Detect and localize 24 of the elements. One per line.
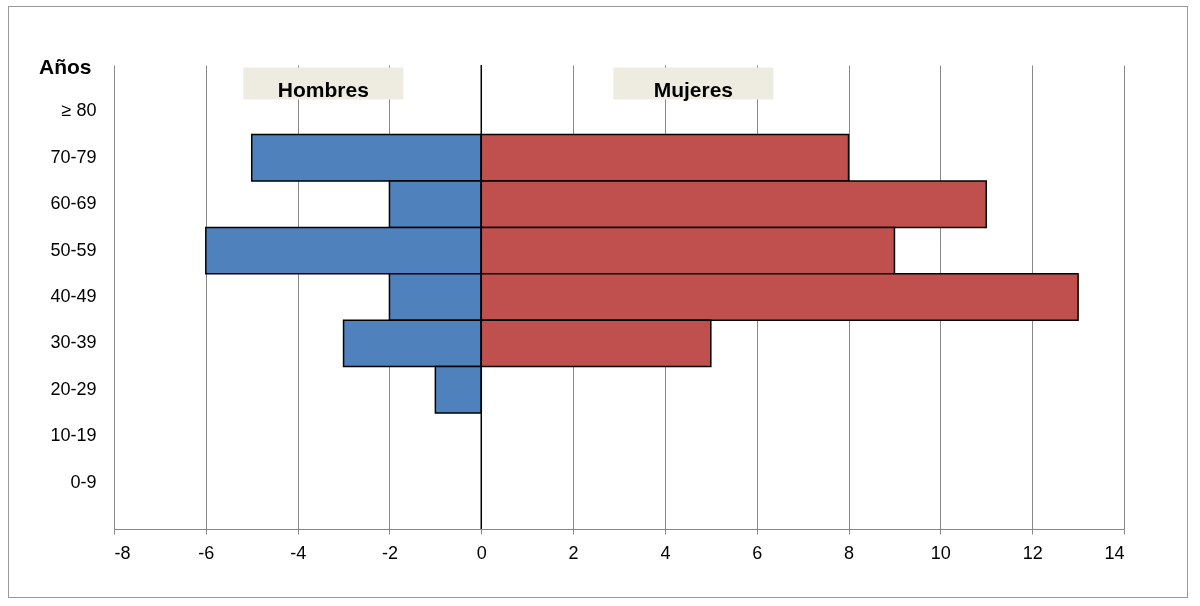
- x-tick-label: -8: [114, 542, 131, 563]
- x-tick-label: -6: [198, 542, 215, 563]
- y-tick-label: 70-79: [50, 146, 97, 167]
- x-tick-label: 6: [752, 542, 763, 563]
- y-axis-title: Años: [39, 55, 92, 79]
- x-tick-label: 2: [568, 542, 579, 563]
- x-tick-label: 4: [660, 542, 671, 563]
- y-tick-label: 30-39: [50, 332, 97, 353]
- y-tick-label: ≥ 80: [61, 100, 97, 121]
- x-tick-label: -4: [290, 542, 307, 563]
- x-tick-label: 14: [1104, 542, 1125, 563]
- series-label: Mujeres: [653, 78, 734, 102]
- x-tick-label: 0: [476, 542, 487, 563]
- y-tick-label: 20-29: [50, 378, 97, 399]
- y-tick-label: 0-9: [70, 471, 97, 492]
- x-tick-label: 10: [930, 542, 951, 563]
- x-tick-label: 8: [844, 542, 855, 563]
- x-tick-label: -2: [381, 542, 398, 563]
- y-tick-label: 50-59: [50, 239, 97, 260]
- y-tick-label: 10-19: [50, 425, 97, 446]
- series-label: Hombres: [277, 78, 369, 102]
- y-tick-label: 60-69: [50, 193, 97, 214]
- x-tick-label: 12: [1022, 542, 1043, 563]
- y-tick-label: 40-49: [50, 286, 97, 306]
